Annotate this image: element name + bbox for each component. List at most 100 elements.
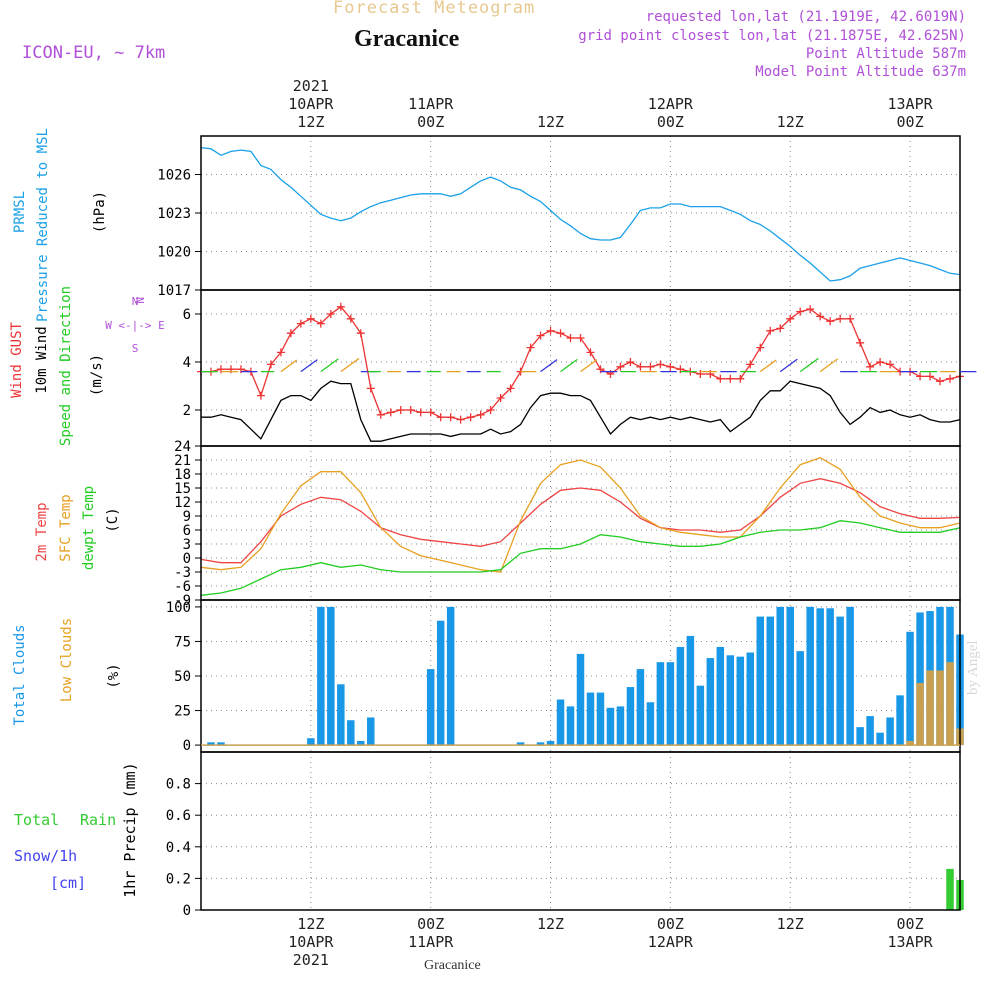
bar-total_clouds — [516, 742, 525, 746]
gust-marker — [756, 343, 765, 352]
panel-frame — [200, 445, 961, 601]
bar-total_clouds — [367, 717, 375, 746]
gust-marker — [406, 406, 415, 414]
series-line-wind10m — [201, 380, 961, 442]
y-tick-label: 0.4 — [166, 840, 191, 856]
gust-marker — [636, 362, 645, 371]
top-axis-label: 13APR — [887, 95, 933, 113]
gust-marker — [386, 408, 395, 417]
y-tick-label: 21 — [174, 453, 191, 469]
series-line-dewpt — [200, 520, 961, 596]
bar-total_clouds — [706, 658, 715, 746]
gust-marker — [826, 317, 835, 326]
bar-rain — [946, 868, 954, 910]
bar-total_clouds — [866, 716, 874, 746]
y-tick-label: 0 — [183, 903, 191, 919]
wind-label-gust: Wind GUST — [9, 322, 25, 398]
bottom-axis-label: 2021 — [293, 951, 329, 969]
gust-marker — [316, 319, 325, 328]
bar-total_clouds — [426, 669, 435, 746]
bar-total_clouds — [816, 608, 824, 746]
bar-total_clouds — [616, 706, 625, 746]
bar-total_clouds — [636, 669, 645, 746]
bar-total_clouds — [746, 652, 755, 746]
series-line-pressure — [200, 146, 961, 282]
y-tick-label: 3 — [183, 537, 191, 553]
gust-marker — [676, 365, 685, 374]
gust-marker — [556, 329, 565, 338]
y-tick-label: 25 — [174, 704, 191, 720]
bar-total_clouds — [826, 608, 834, 746]
bottom-axis-label: 12APR — [648, 933, 694, 951]
wind-arrow — [779, 358, 798, 373]
y-tick-label: 6 — [183, 523, 191, 539]
gust-marker — [916, 372, 925, 381]
bar-total_clouds — [686, 635, 695, 746]
gust-marker — [666, 362, 675, 371]
gust-marker — [566, 334, 575, 342]
bar-total_clouds — [886, 717, 894, 746]
gust-marker — [796, 307, 805, 316]
gust-marker — [946, 374, 955, 383]
bar-total_clouds — [756, 616, 765, 746]
precip-label-rain: Rain — [80, 811, 116, 829]
bar-total_clouds — [566, 706, 575, 746]
gust-marker — [266, 360, 275, 369]
bottom-axis-label: 11APR — [408, 933, 454, 951]
gust-marker — [476, 410, 485, 419]
bar-total_clouds — [436, 620, 445, 746]
wind-label-speed: Speed and Direction — [58, 286, 74, 446]
gust-marker — [466, 413, 475, 422]
gust-marker — [766, 326, 775, 335]
bar-total_clouds — [806, 606, 814, 746]
y-tick-label: 9 — [183, 509, 191, 525]
bar-total_clouds — [716, 646, 725, 746]
bar-total_clouds — [846, 606, 854, 746]
gust-marker — [276, 348, 285, 357]
series-line-sfc_temp — [200, 456, 961, 573]
gust-marker — [506, 384, 515, 393]
bar-total_clouds — [796, 651, 804, 746]
y-tick-label: 0.8 — [166, 777, 191, 793]
bar-total_clouds — [876, 732, 884, 746]
temp-unit: (C) — [105, 507, 121, 532]
bar-low_clouds — [946, 662, 954, 746]
bar-total_clouds — [856, 727, 864, 746]
gust-marker — [546, 326, 555, 335]
gust-marker — [286, 329, 295, 338]
gust-marker — [346, 314, 355, 323]
clouds-label-low: Low Clouds — [59, 618, 75, 702]
bar-low_clouds — [936, 670, 944, 746]
info-point-alt: Point Altitude 587m — [805, 46, 966, 62]
bar-total_clouds — [337, 684, 345, 746]
gust-marker — [356, 329, 365, 338]
y-tick-label: 0 — [183, 738, 191, 754]
gust-marker — [776, 324, 785, 333]
bar-total_clouds — [546, 740, 555, 746]
bar-low_clouds — [926, 670, 934, 746]
pressure-label-prmsl: PRMSL — [12, 191, 28, 233]
bar-total_clouds — [576, 653, 585, 746]
gust-marker — [786, 314, 795, 323]
pressure-label-desc: Pressure Reduced to MSL — [35, 128, 51, 322]
bottom-axis-label: 12Z — [777, 915, 804, 933]
footer-location: Gracanice — [424, 958, 481, 973]
location-title: Gracanice — [354, 26, 460, 52]
bar-total_clouds — [357, 740, 365, 746]
gust-marker — [626, 358, 635, 366]
top-axis-label: 12Z — [537, 113, 564, 131]
bottom-axis-label: 10APR — [288, 933, 334, 951]
info-requested: requested lon,lat (21.1919E, 42.6019N) — [645, 9, 966, 25]
bar-total_clouds — [726, 655, 735, 746]
bar-total_clouds — [646, 702, 655, 746]
gust-marker — [646, 362, 655, 371]
bar-total_clouds — [207, 742, 215, 746]
gust-marker — [746, 360, 755, 369]
gust-marker — [236, 365, 245, 374]
gust-marker — [306, 314, 315, 323]
panel-frame — [200, 751, 961, 911]
gust-marker — [836, 314, 845, 323]
bar-total_clouds — [317, 606, 325, 746]
temp-label-dewpt: dewpt Temp — [81, 486, 97, 570]
